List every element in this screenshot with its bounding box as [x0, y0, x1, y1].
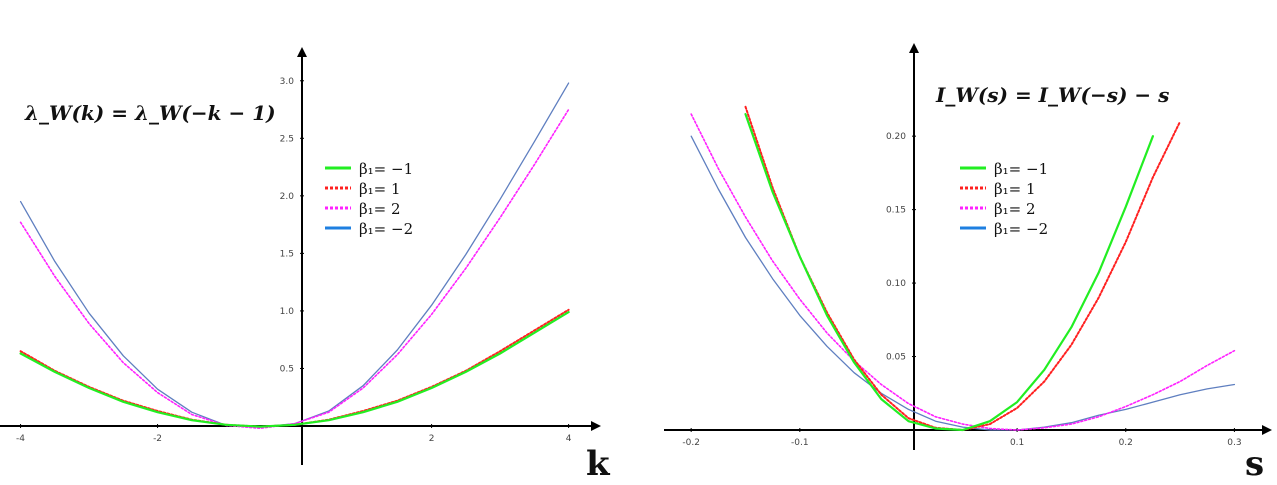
left-x-tick-label: 4 [566, 434, 572, 444]
left-y-tick-label: 2.0 [280, 192, 295, 202]
left-series-line-1 [19, 311, 570, 428]
right-y-tick-label: 0.15 [886, 206, 906, 216]
left-legend-label: β₁= −2 [359, 220, 413, 238]
left-chart-title: λ_W(k) = λ_W(−k − 1) [24, 101, 276, 125]
left-x-tick-label: -4 [16, 434, 25, 444]
right-x-tick-label: -0.1 [791, 438, 809, 448]
right-chart-title: I_W(s) = I_W(−s) − s [935, 83, 1169, 107]
left-legend-label: β₁= −1 [359, 160, 413, 178]
right-series-line-3 [690, 113, 1236, 431]
right-legend-label: β₁= 2 [994, 200, 1036, 218]
left-x-tick-label: 2 [429, 434, 435, 444]
right-x-tick-label: 0.3 [1227, 438, 1241, 448]
left-series-line-3 [19, 108, 570, 430]
right-x-tick-label: 0.2 [1119, 438, 1133, 448]
right-y-tick-label: 0.20 [886, 132, 906, 142]
right-x-tick-label: 0.1 [1010, 438, 1024, 448]
left-legend-label: β₁= 1 [359, 180, 401, 198]
left-series-line-2 [19, 308, 570, 428]
right-legend-label: β₁= 1 [994, 180, 1036, 198]
right-x-axis-label: s [1245, 444, 1264, 484]
lambda-chart: -4 -2 2 4 0.5 1.0 1.5 2.0 2.5 3.0 k λ_W(k) = λ_W(… [0, 47, 611, 484]
left-y-tick-label: 1.5 [280, 249, 294, 259]
information-chart: -0.2 -0.1 0.1 0.2 0.3 0.05 0.10 0.15 0.20 s I_W(… [664, 43, 1272, 484]
left-legend-label: β₁= 2 [359, 200, 401, 218]
left-y-tick-label: 0.5 [280, 364, 294, 374]
right-series-line-4 [690, 135, 1236, 431]
left-y-tick-label: 2.5 [280, 134, 294, 144]
right-legend-label: β₁= −2 [994, 220, 1048, 238]
left-y-tick-label: 3.0 [280, 77, 295, 87]
right-legend-label: β₁= −1 [994, 160, 1048, 178]
left-y-tick-label: 1.0 [280, 307, 295, 317]
left-series-line-4 [19, 82, 570, 428]
right-series-line-1 [744, 113, 1154, 432]
left-x-axis-label: k [586, 444, 611, 484]
left-x-tick-label: -2 [153, 434, 162, 444]
right-series-line-2 [744, 105, 1182, 431]
right-legend: β₁= −1 β₁= 1 β₁= 2 β₁= −2 [960, 160, 1048, 238]
right-y-tick-label: 0.05 [886, 353, 906, 363]
left-legend: β₁= −1 β₁= 1 β₁= 2 β₁= −2 [325, 160, 413, 238]
right-x-tick-label: -0.2 [682, 438, 700, 448]
right-y-tick-label: 0.10 [886, 279, 906, 289]
